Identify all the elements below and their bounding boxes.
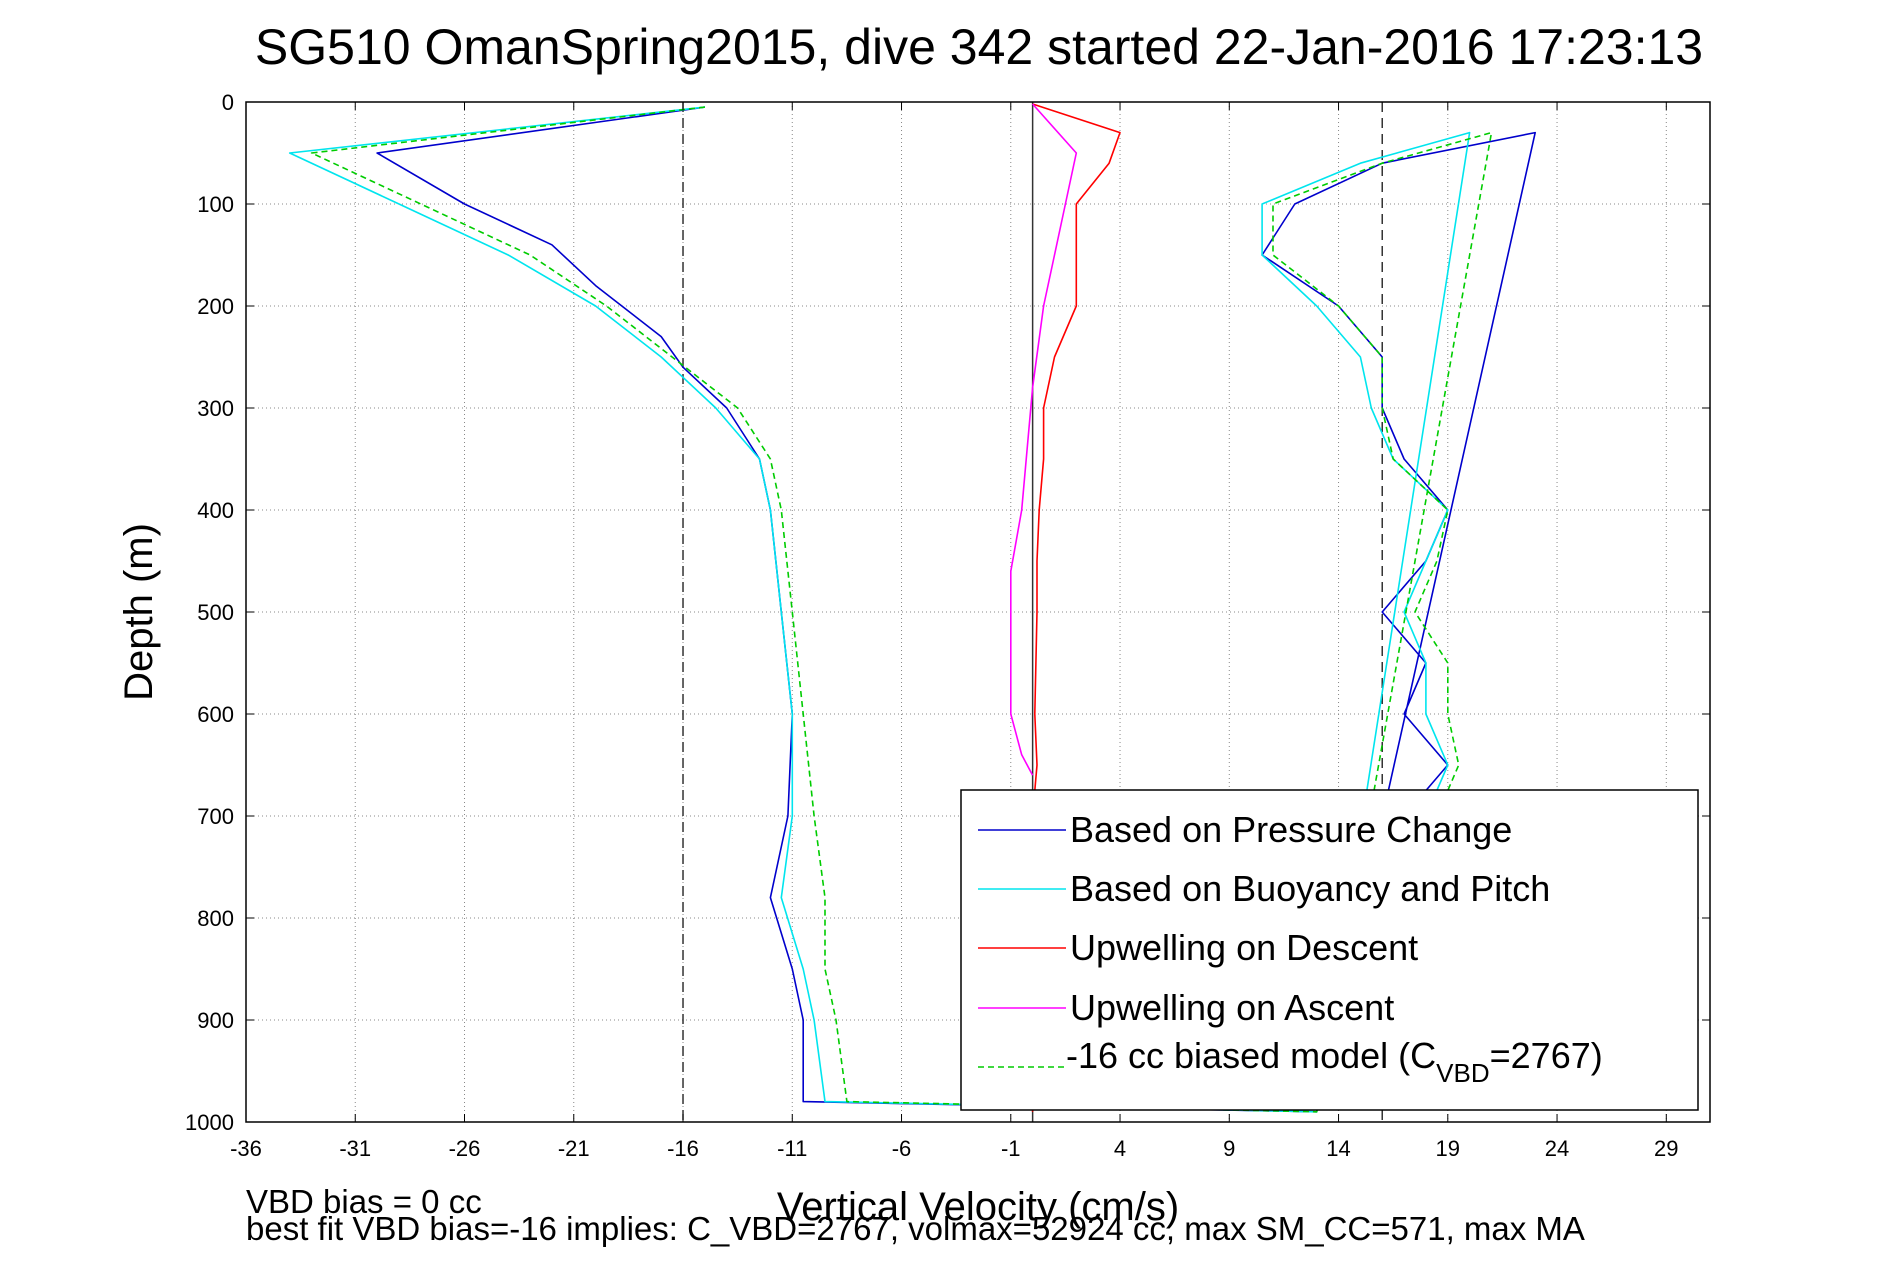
x-tick-label: -21 (558, 1136, 590, 1161)
chart-title: SG510 OmanSpring2015, dive 342 started 2… (255, 19, 1703, 75)
legend-label-pressure: Based on Pressure Change (1070, 809, 1512, 850)
y-tick-label: 800 (197, 906, 234, 931)
footnote-best-fit: best fit VBD bias=-16 implies: C_VBD=276… (246, 1210, 1585, 1247)
x-tick-label: -31 (339, 1136, 371, 1161)
legend-box (960, 789, 1699, 1111)
x-tick-label: -16 (667, 1136, 699, 1161)
y-tick-label: 300 (197, 396, 234, 421)
y-tick-label: 1000 (185, 1110, 234, 1135)
y-tick-label: 0 (222, 90, 234, 115)
legend-label-model: -16 cc biased model (CVBD=2767) (1066, 1035, 1603, 1088)
x-tick-label: 19 (1436, 1136, 1460, 1161)
y-tick-label: 600 (197, 702, 234, 727)
series-line (1010, 103, 1078, 776)
x-tick-label: 9 (1223, 1136, 1235, 1161)
x-tick-label: -36 (230, 1136, 262, 1161)
x-tick-label: 14 (1326, 1136, 1350, 1161)
x-tick-label: 4 (1114, 1136, 1126, 1161)
y-tick-label: 100 (197, 192, 234, 217)
x-tick-label: -26 (449, 1136, 481, 1161)
y-tick-label: 500 (197, 600, 234, 625)
legend-label-descent: Upwelling on Descent (1070, 927, 1418, 968)
legend-label-buoyancy: Based on Buoyancy and Pitch (1070, 868, 1550, 909)
x-tick-label: -11 (777, 1136, 807, 1161)
x-tick-label: -6 (892, 1136, 912, 1161)
legend-label-ascent: Upwelling on Ascent (1070, 987, 1394, 1028)
y-tick-label: 400 (197, 498, 234, 523)
footnote-vbd-bias: VBD bias = 0 cc (246, 1183, 482, 1220)
x-tick-label: 29 (1654, 1136, 1678, 1161)
series-line (310, 106, 1493, 1113)
y-tick-label: 900 (197, 1008, 234, 1033)
x-axis-label: Vertical Velocity (cm/s) (777, 1185, 1179, 1229)
x-tick-label: 24 (1545, 1136, 1569, 1161)
y-axis-ticks: 0 100 200 300 400 500 600 700 800 900 1000 (185, 90, 1710, 1135)
x-axis-ticks: -36 -31 -26 -21 -16 -11 -6 -1 4 9 14 19 24 29 (230, 102, 1679, 1161)
y-tick-label: 200 (197, 294, 234, 319)
y-tick-label: 700 (197, 804, 234, 829)
x-tick-label: -1 (1001, 1136, 1021, 1161)
legend: Based on Pressure Change Based on Buoyan… (960, 789, 1699, 1111)
series-line (288, 106, 1471, 1113)
y-axis-label: Depth (m) (117, 523, 161, 701)
